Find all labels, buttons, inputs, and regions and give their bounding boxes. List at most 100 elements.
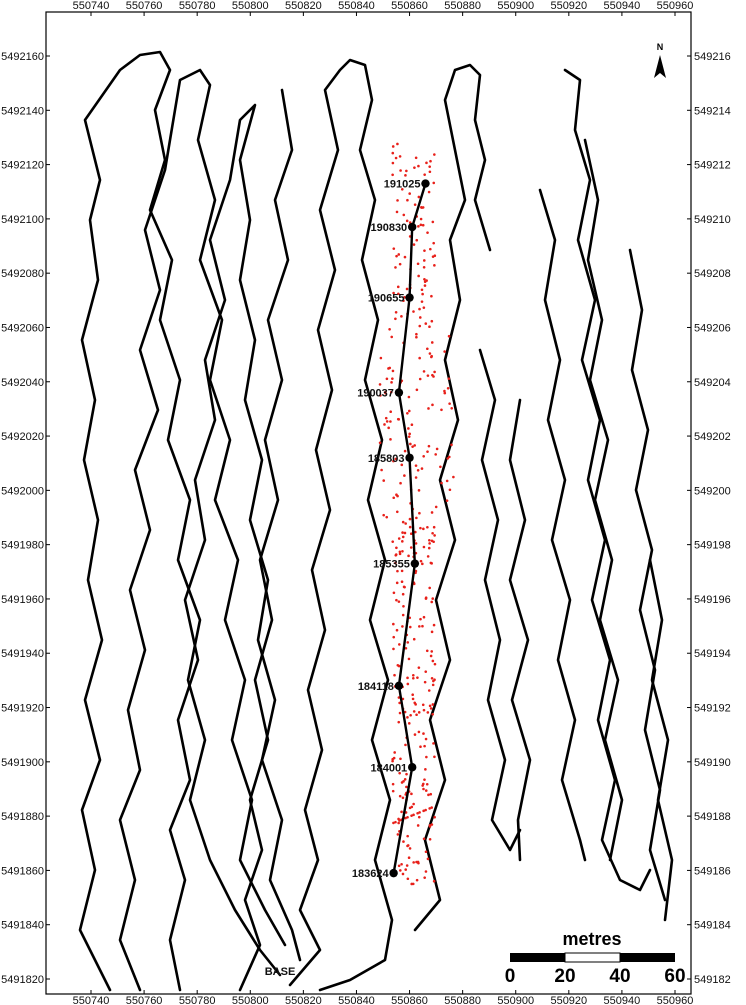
x-tick-label: 550740	[73, 0, 110, 12]
gps-point	[430, 823, 434, 826]
gps-point	[404, 816, 407, 820]
gps-point	[391, 377, 394, 380]
gps-point	[423, 284, 427, 287]
gps-point	[389, 410, 392, 414]
gps-point	[422, 837, 426, 841]
gps-point	[448, 402, 451, 405]
waypoint-label: 184118	[358, 681, 394, 693]
gps-point	[425, 649, 429, 653]
gps-point	[399, 757, 402, 761]
y-tick-label: 5492140	[1, 105, 44, 117]
gps-point	[428, 352, 432, 355]
gps-point	[431, 597, 435, 600]
gps-point	[404, 522, 407, 525]
gps-point	[423, 249, 426, 252]
gps-point	[394, 553, 398, 556]
gps-point	[415, 860, 418, 864]
gps-point	[398, 155, 402, 158]
gps-point	[400, 187, 404, 191]
y-tick-label: 5491840	[1, 920, 44, 932]
waypoint-marker	[405, 453, 414, 462]
waypoint-marker	[405, 293, 414, 302]
y-tick-label-right: 549200	[694, 485, 731, 497]
gps-point	[422, 370, 426, 373]
gps-point	[412, 243, 416, 246]
gps-point	[430, 630, 434, 634]
x-tick-label: 550760	[126, 0, 163, 12]
gps-point	[378, 383, 382, 386]
gps-point	[402, 299, 405, 302]
gps-point	[394, 310, 398, 314]
gps-point	[414, 464, 418, 467]
gps-point	[413, 444, 416, 447]
gps-point	[430, 539, 434, 543]
gps-point	[428, 825, 432, 828]
gps-point	[417, 861, 420, 865]
gps-point	[440, 408, 443, 412]
scale-bar: metres 0 20 40 60	[505, 929, 686, 987]
gps-point	[431, 683, 435, 687]
x-tick-label: 550800	[232, 995, 269, 1005]
gps-point	[407, 427, 410, 430]
y-tick-label: 5492060	[1, 322, 44, 334]
gps-point	[421, 206, 425, 209]
contour-line	[288, 58, 394, 992]
gps-point	[397, 537, 401, 540]
contour-line	[508, 398, 532, 862]
gps-point	[387, 426, 390, 430]
gps-point	[431, 703, 435, 706]
gps-point	[404, 743, 407, 747]
waypoint-label: 185803	[368, 453, 405, 465]
gps-point	[415, 335, 418, 339]
gps-point	[423, 280, 427, 284]
contour-line	[583, 138, 624, 862]
waypoint-marker	[410, 559, 420, 568]
gps-point	[398, 550, 402, 554]
waypoint-label: 190037	[357, 388, 394, 400]
gps-point	[412, 710, 416, 713]
contour-lines	[78, 50, 674, 992]
gps-point	[427, 407, 430, 410]
gps-point	[401, 520, 405, 524]
gps-point	[432, 241, 435, 245]
gps-point	[402, 604, 405, 608]
gps-point	[410, 805, 414, 809]
gps-point	[401, 625, 404, 628]
gps-point	[391, 369, 395, 373]
contour-line	[478, 348, 522, 852]
scale-label: 20	[554, 966, 575, 987]
gps-point	[427, 793, 430, 797]
gps-point	[403, 296, 406, 299]
scale-segment	[564, 952, 621, 963]
waypoint-marker	[394, 388, 404, 397]
base-label: BASE	[265, 966, 296, 978]
gps-point	[423, 680, 427, 684]
gps-point	[404, 868, 408, 871]
gps-point	[397, 418, 401, 421]
gps-point	[395, 628, 399, 632]
gps-point	[389, 420, 392, 423]
gps-point	[401, 796, 405, 800]
gps-point	[424, 670, 428, 673]
gps-point	[405, 785, 408, 789]
gps-point	[413, 203, 417, 206]
gps-point	[418, 316, 422, 319]
gps-point	[440, 481, 443, 485]
gps-point	[397, 292, 400, 296]
gps-point	[417, 195, 421, 199]
y-tick-label: 5492000	[1, 485, 44, 497]
gps-point	[401, 549, 404, 553]
gps-point	[422, 455, 425, 458]
waypoints: 191025 190830 190655 190037 185803 185355 1841…	[352, 179, 430, 880]
waypoint-marker	[421, 179, 430, 188]
waypoint-marker	[394, 681, 404, 691]
gps-point	[394, 266, 397, 269]
gps-point	[430, 319, 434, 323]
gps-point	[421, 292, 424, 296]
x-tick-label: 550800	[232, 0, 269, 12]
y-tick-label: 5492040	[1, 377, 44, 389]
y-tick-label: 5492080	[1, 268, 44, 280]
y-tick-label: 5491980	[1, 540, 44, 552]
gps-point	[397, 720, 401, 724]
gps-point	[410, 882, 413, 886]
